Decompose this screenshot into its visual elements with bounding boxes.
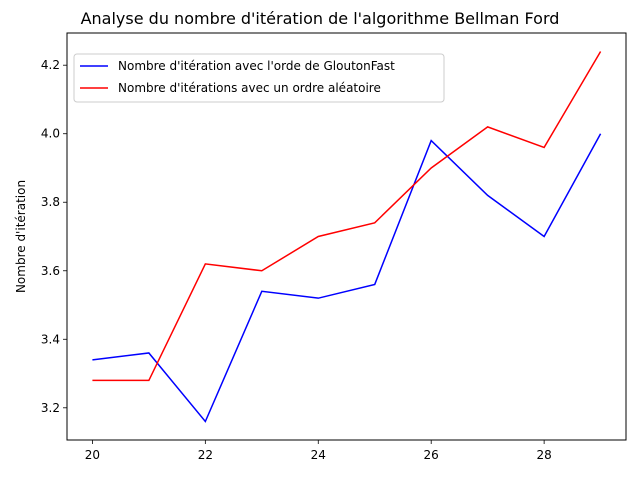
x-axis: 20 22 24 26 28 xyxy=(85,440,552,462)
x-tick-label: 24 xyxy=(311,448,326,462)
plot-area xyxy=(66,32,627,441)
y-axis: 3.2 3.4 3.6 3.8 4.0 4.2 xyxy=(41,58,67,415)
legend-label-aleatoire: Nombre d'itérations avec un ordre aléato… xyxy=(118,81,381,95)
y-tick-label: 3.4 xyxy=(41,332,60,346)
y-tick-label: 4.2 xyxy=(41,58,60,72)
y-tick-label: 3.2 xyxy=(41,401,60,415)
legend-box xyxy=(73,53,445,103)
chart-title: Analyse du nombre d'itération de l'algor… xyxy=(81,9,560,28)
x-tick-label: 20 xyxy=(85,448,100,462)
x-tick-label: 28 xyxy=(536,448,551,462)
x-tick-label: 22 xyxy=(198,448,213,462)
x-tick-label: 26 xyxy=(424,448,439,462)
y-tick-label: 4.0 xyxy=(41,127,60,141)
y-tick-label: 3.8 xyxy=(41,195,60,209)
series-line-0 xyxy=(92,133,602,423)
y-tick-label: 3.6 xyxy=(41,264,60,278)
legend-label-gloutonfast: Nombre d'itération avec l'orde de Glouto… xyxy=(118,59,395,73)
legend: Nombre d'itération avec l'orde de Glouto… xyxy=(73,53,445,103)
series-line-1 xyxy=(92,51,602,382)
y-axis-label: Nombre d'itération xyxy=(14,180,28,293)
series-layer xyxy=(92,51,602,423)
